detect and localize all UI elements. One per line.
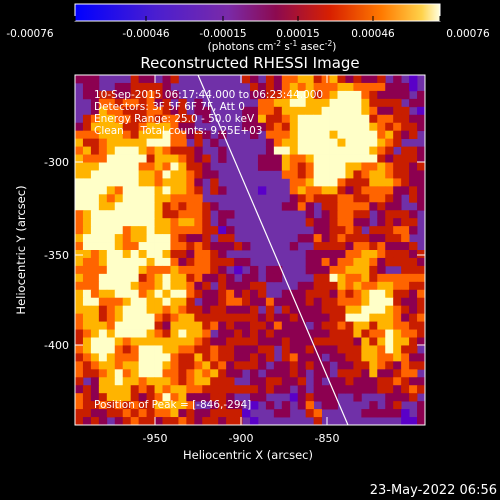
info-line-detectors: Detectors: 3F 5F 6F 7F, Att 0 [94, 101, 245, 113]
y-axis-label: Heliocentric Y (arcsec) [14, 185, 28, 314]
colorbar-units: (photons cm-2 s-1 asec-2) [208, 39, 337, 53]
observation-info: 10-Sep-2015 06:17:44.000 to 06:23:44.000… [94, 89, 323, 137]
y-tick-label-3: -400 [44, 339, 69, 352]
peak-position: Position of Peak = [-846,-294] [94, 399, 251, 411]
colorbar-tick-2: -0.00046 [122, 28, 170, 40]
solar-limb-line [197, 75, 349, 425]
y-tick-label-2: -350 [44, 249, 69, 262]
axis-ticks [75, 75, 425, 425]
colorbar-tick-4: 0.00015 [276, 28, 319, 40]
x-tick-label-1: -950 [143, 432, 168, 445]
image-title: Reconstructed RHESSI Image [140, 54, 359, 72]
plot-frame [74, 74, 426, 426]
colorbar-tick-5: 0.00046 [351, 28, 395, 40]
x-axis-label: Heliocentric X (arcsec) [183, 448, 313, 462]
colorbar-tick-1: -0.00076 [6, 28, 54, 40]
info-line-time: 10-Sep-2015 06:17:44.000 to 06:23:44.000 [94, 89, 323, 101]
x-tick-label-3: -850 [315, 432, 340, 445]
y-tick-label-1: -300 [44, 156, 69, 169]
colorbar-ticks [74, 16, 441, 21]
image-area [75, 75, 425, 425]
info-line-counts: Clean Total counts: 9.25E+03 [94, 125, 263, 137]
x-tick-label-2: -900 [229, 432, 254, 445]
colorbar-tick-6: 0.00076 [446, 28, 490, 40]
image-pixels [75, 75, 425, 425]
info-line-energy: Energy Range: 25.0 - 50.0 keV [94, 113, 255, 125]
colorbar-tick-3: -0.00015 [199, 28, 246, 40]
colorbar [74, 3, 441, 22]
timestamp: 23-May-2022 06:56 [370, 483, 497, 498]
